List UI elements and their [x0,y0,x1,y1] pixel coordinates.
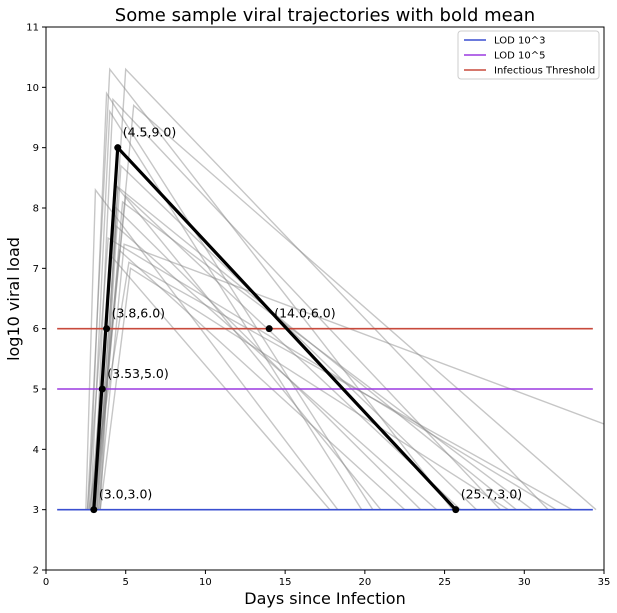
x-tick-label: 25 [438,577,451,588]
chart-title: Some sample viral trajectories with bold… [115,5,535,26]
sample-trajectory-5 [94,104,597,511]
legend-label-3: Infectious Threshold [494,66,595,77]
threshold-lines [57,327,593,511]
x-tick-label: 35 [598,577,611,588]
y-tick-label: 11 [26,23,39,34]
sample-trajectory-1 [86,67,454,511]
mean-point-label-1: (3.0,3.0) [99,487,153,502]
sample-trajectory-10 [99,185,517,511]
y-tick-label: 5 [33,385,39,396]
mean-point-6 [452,506,460,514]
mean-point-label-3: (3.8,6.0) [112,306,166,321]
sample-trajectory-16 [93,248,406,511]
x-tick-label: 0 [43,577,49,588]
sample-trajectory-9 [85,187,339,511]
mean-point-label-6: (25.7,3.0) [461,487,522,502]
sample-trajectory-12 [89,206,422,511]
x-ticks: 0 5 10 15 20 25 30 35 [43,570,611,588]
sample-trajectory-3 [88,91,374,511]
sample-trajectory-2 [96,67,549,511]
sample-trajectory-18 [94,224,438,511]
y-tick-label: 2 [33,566,39,577]
legend-box [457,30,600,80]
y-tick-label: 9 [33,143,39,154]
mean-point-3 [103,325,111,333]
y-tick-label: 10 [26,83,39,94]
x-tick-label: 20 [358,577,371,588]
mean-point-2 [98,385,106,393]
sample-trajectory-15 [97,243,604,510]
mean-point-label-2: (3.53,5.0) [107,366,168,381]
y-tick-label: 6 [33,324,39,335]
x-axis-label: Days since Infection [244,589,405,608]
y-tick-label: 4 [33,445,39,456]
mean-point-labels: (3.0,3.0) (3.53,5.0) (3.8,6.0) (4.5,9.0) (14… [99,125,522,502]
sample-trajectory-11 [93,194,461,511]
mean-point-4 [114,144,122,152]
plot-frame [45,26,605,571]
y-tick-label: 3 [33,505,39,516]
legend: LOD 10^3 LOD 10^5 Infectious Threshold [457,30,600,80]
x-tick-label: 30 [518,577,531,588]
y-ticks: 2 3 4 5 6 7 8 9 10 11 [26,23,46,577]
mean-point-1 [90,506,98,514]
sample-trajectory-17 [88,261,573,511]
sample-trajectory-13 [96,200,533,511]
x-tick-label: 15 [279,577,292,588]
legend-label-1: LOD 10^3 [494,36,545,47]
y-tick-label: 8 [33,204,39,215]
axes [45,26,605,571]
sample-trajectory-14 [86,236,557,511]
mean-point-5 [265,325,273,333]
y-axis-label: log10 viral load [4,237,23,361]
sample-trajectory-4 [93,97,501,511]
legend-label-2: LOD 10^5 [494,51,545,62]
y-tick-label: 7 [33,264,39,275]
mean-trajectory [90,144,460,514]
mean-point-label-4: (4.5,9.0) [123,125,177,140]
x-tick-label: 10 [199,577,212,588]
sample-trajectory-6 [89,109,363,511]
sample-trajectory-7 [97,164,477,511]
x-tick-label: 5 [123,577,129,588]
mean-point-label-5: (14.0,6.0) [274,306,335,321]
